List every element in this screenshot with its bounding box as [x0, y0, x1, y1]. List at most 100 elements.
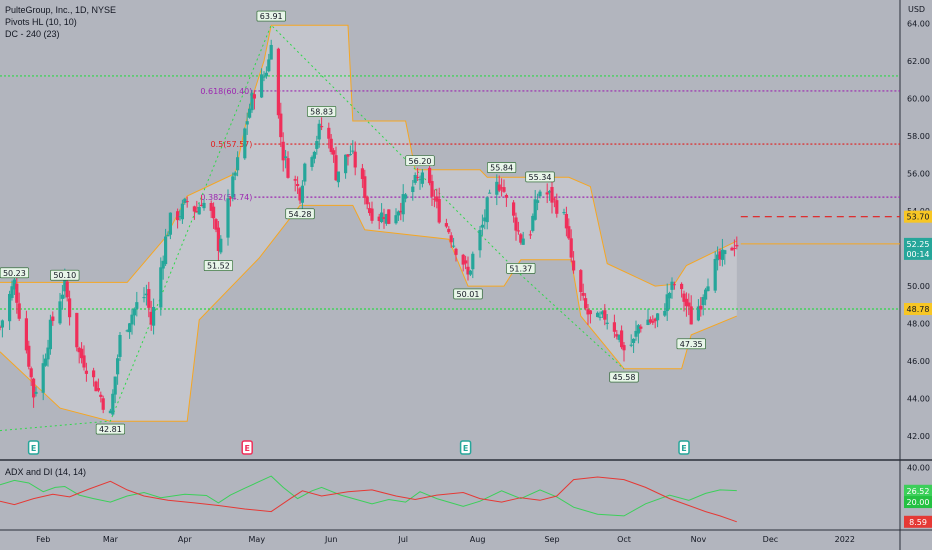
adx-value-label: 26.52 [907, 487, 930, 496]
adx-value-label: 8.59 [909, 518, 927, 527]
candle-body [718, 251, 722, 260]
pivot-label-box [0, 267, 29, 279]
candle-body [488, 192, 492, 194]
candle-body [416, 176, 420, 178]
candle-body [396, 211, 400, 216]
candle-body [670, 281, 674, 290]
candle-body [720, 249, 724, 260]
candle-body [732, 247, 736, 249]
candle-body [82, 355, 86, 368]
candle-body [588, 310, 592, 315]
candle-body [329, 138, 333, 152]
donchian-legend[interactable]: DC - 240 (23) [5, 29, 60, 39]
candle-body [195, 211, 199, 213]
candle-body [197, 207, 201, 215]
candle-body [428, 167, 432, 183]
candle-body [701, 296, 705, 306]
adx-legend[interactable]: ADX and DI (14, 14) [5, 467, 87, 477]
candle-body [15, 283, 19, 303]
candle-body [401, 194, 405, 215]
fib-level-label: 0.5(57.57) [211, 140, 253, 149]
candle-body [269, 44, 273, 60]
candle-body [293, 179, 297, 181]
candle-body [144, 293, 148, 296]
candle-body [730, 247, 734, 251]
pivot-label-box [676, 338, 706, 350]
price-tag-label: 48.78 [907, 305, 930, 314]
candle-body [706, 286, 710, 292]
candle-body [200, 204, 204, 207]
candle-body [648, 319, 652, 323]
adx-value-tag [904, 496, 932, 509]
fib-level-label: 0.382(54.74) [200, 193, 252, 202]
candle-body [260, 74, 264, 98]
candle-body [411, 186, 415, 193]
candle-body [77, 347, 81, 353]
earnings-marker-label: E [31, 444, 36, 453]
date-tick-label: Sep [544, 535, 559, 544]
candle-body [12, 279, 16, 290]
candle-body [665, 294, 669, 312]
candle-body [632, 338, 636, 344]
candle-body [298, 188, 302, 201]
candle-body [27, 345, 31, 367]
candle-body [84, 370, 88, 374]
symbol-legend[interactable]: PulteGroup, Inc., 1D, NYSE [5, 5, 117, 15]
price-tag [904, 210, 932, 223]
candle-body [303, 163, 307, 182]
candle-body [466, 266, 470, 275]
candle-body [432, 198, 436, 200]
candle-body [536, 200, 540, 203]
candle-body [687, 302, 691, 307]
pivot-label: 51.52 [207, 262, 230, 271]
candle-body [219, 238, 223, 253]
pivots-legend[interactable]: Pivots HL (10, 10) [5, 17, 77, 27]
countdown-label: 00:14 [906, 250, 929, 259]
candle-body [382, 217, 386, 220]
pivot-label: 55.34 [529, 173, 552, 182]
candle-body [17, 303, 21, 319]
adx-value-tag [904, 484, 932, 497]
candle-body [497, 184, 501, 191]
candle-body [552, 198, 556, 200]
candle-body [653, 318, 657, 322]
candle-body [444, 223, 448, 227]
pivot-label: 50.01 [457, 290, 480, 299]
candle-body [168, 212, 172, 235]
candle-body [116, 358, 120, 375]
candle-body [461, 254, 465, 265]
candle-body [684, 298, 688, 307]
candle-body [478, 229, 482, 251]
candle-body [48, 319, 52, 350]
fib-level-label: 0.618(60.40) [200, 87, 252, 96]
price-tick-label: 48.00 [907, 320, 930, 329]
candle-body [689, 306, 693, 325]
candle-body [399, 210, 403, 213]
candle-body [404, 194, 408, 199]
date-tick-label: 2022 [835, 535, 855, 544]
candle-body [454, 248, 458, 255]
candle-body [615, 334, 619, 337]
current-price-label: 52.25 [907, 240, 930, 249]
pivot-label-box [487, 162, 517, 173]
candle-body [320, 126, 324, 128]
adx-tick-label: 40.00 [907, 463, 930, 472]
price-tick-label: 42.00 [907, 432, 930, 441]
candle-body [296, 184, 300, 186]
candle-body [437, 198, 441, 223]
candle-body [130, 314, 134, 325]
price-tick-label: 46.00 [907, 357, 930, 366]
candle-body [164, 236, 168, 265]
pivot-label-box [307, 106, 337, 117]
pivot-label: 50.10 [53, 271, 76, 280]
candle-body [548, 191, 552, 193]
candle-body [75, 312, 79, 348]
pivot-label-box [203, 260, 233, 271]
pivot-label: 45.58 [613, 373, 636, 382]
candle-body [250, 92, 254, 111]
candle-body [80, 348, 84, 359]
candle-body [152, 306, 156, 326]
candle-body [8, 293, 12, 322]
candle-body [516, 230, 520, 232]
